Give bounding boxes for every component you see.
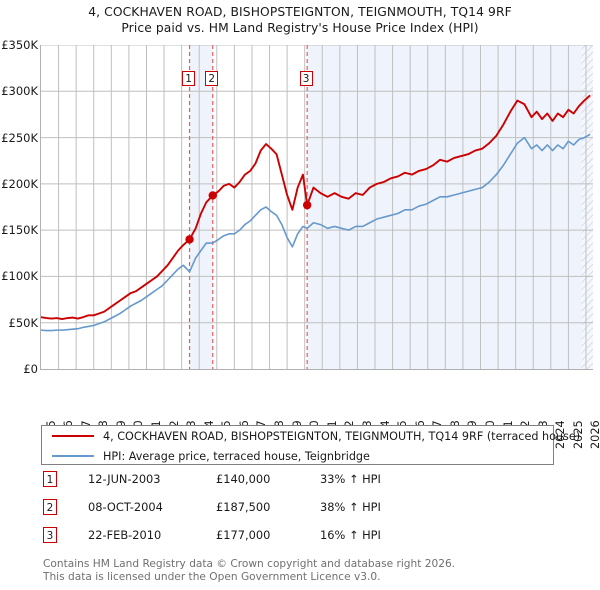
sale-price: £187,500 [216, 500, 271, 514]
footer-line-1: Contains HM Land Registry data © Crown c… [43, 558, 456, 570]
table-row: 1 12-JUN-2003 £140,000 33% ↑ HPI [0, 470, 600, 498]
sale-hpi-delta: 16% ↑ HPI [320, 528, 381, 542]
x-axis-tick-label: 2026 [589, 420, 600, 449]
y-axis-tick-label: £150K [1, 223, 38, 238]
sale-date: 12-JUN-2003 [88, 472, 161, 486]
y-axis-tick-label: £200K [1, 176, 38, 191]
table-row: 3 22-FEB-2010 £177,000 16% ↑ HPI [0, 526, 600, 554]
sale-hpi-delta: 38% ↑ HPI [320, 500, 381, 514]
legend-item-hpi: HPI: Average price, terraced house, Teig… [42, 446, 553, 466]
table-row: 2 08-OCT-2004 £187,500 38% ↑ HPI [0, 498, 600, 526]
legend-item-property: 4, COCKHAVEN ROAD, BISHOPSTEIGNTON, TEIG… [42, 426, 580, 446]
plot-region [40, 45, 593, 370]
title-line-2: Price paid vs. HM Land Registry's House … [121, 21, 479, 35]
y-axis-tick-label: £300K [1, 84, 38, 99]
legend-label-property: 4, COCKHAVEN ROAD, BISHOPSTEIGNTON, TEIG… [103, 429, 581, 443]
chart-legend: 4, COCKHAVEN ROAD, BISHOPSTEIGNTON, TEIG… [41, 425, 580, 466]
y-axis-tick-label: £100K [1, 269, 38, 284]
price-history-line-chart [41, 45, 593, 369]
footer-line-2: This data is licensed under the Open Gov… [43, 571, 381, 583]
legend-swatch-property-icon [52, 435, 94, 437]
sale-hpi-delta: 33% ↑ HPI [320, 472, 381, 486]
chart-marker-badge-1[interactable]: 1 [182, 71, 196, 86]
chart-marker-badge-2[interactable]: 2 [205, 71, 219, 86]
footer-attribution: Contains HM Land Registry data © Crown c… [43, 558, 583, 584]
sale-index-badge[interactable]: 2 [43, 499, 57, 515]
title-line-1: 4, COCKHAVEN ROAD, BISHOPSTEIGNTON, TEIG… [88, 5, 512, 19]
y-axis-tick-label: £50K [8, 315, 39, 330]
y-axis-tick-label: £350K [1, 38, 38, 52]
legend-swatch-hpi-icon [52, 455, 94, 457]
legend-label-hpi: HPI: Average price, terraced house, Teig… [103, 449, 370, 463]
sale-date: 08-OCT-2004 [88, 500, 163, 514]
sale-index-badge[interactable]: 1 [43, 471, 57, 487]
sale-price: £177,000 [216, 528, 271, 542]
sale-index-badge[interactable]: 3 [43, 527, 57, 543]
page-title: 4, COCKHAVEN ROAD, BISHOPSTEIGNTON, TEIG… [0, 4, 600, 36]
sale-date: 22-FEB-2010 [88, 528, 162, 542]
sale-price: £140,000 [216, 472, 271, 486]
chart-marker-badge-3[interactable]: 3 [299, 71, 313, 86]
sales-history-table: 1 12-JUN-2003 £140,000 33% ↑ HPI 2 08-OCT-200… [0, 470, 600, 554]
y-axis-tick-label: £0 [23, 362, 38, 376]
y-axis-tick-label: £250K [1, 130, 38, 145]
